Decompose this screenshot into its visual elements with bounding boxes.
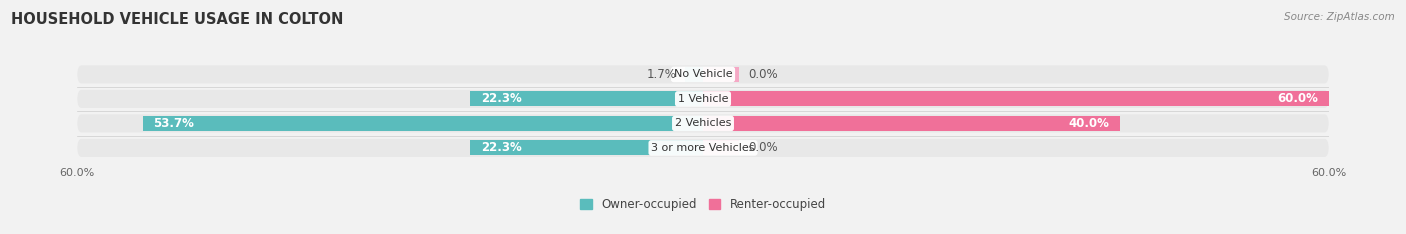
- Text: 0.0%: 0.0%: [748, 141, 778, 154]
- Text: 60.0%: 60.0%: [1278, 92, 1319, 105]
- Text: 0.0%: 0.0%: [748, 68, 778, 81]
- Text: 1 Vehicle: 1 Vehicle: [678, 94, 728, 104]
- Bar: [703, 67, 740, 82]
- Bar: [703, 140, 740, 155]
- Text: 3 or more Vehicles: 3 or more Vehicles: [651, 143, 755, 153]
- Bar: [703, 116, 1121, 131]
- Text: 22.3%: 22.3%: [481, 141, 522, 154]
- FancyBboxPatch shape: [77, 114, 1329, 132]
- FancyBboxPatch shape: [77, 139, 1329, 157]
- Text: 22.3%: 22.3%: [481, 92, 522, 105]
- Bar: [471, 140, 703, 155]
- Text: HOUSEHOLD VEHICLE USAGE IN COLTON: HOUSEHOLD VEHICLE USAGE IN COLTON: [11, 12, 343, 27]
- Bar: [143, 116, 703, 131]
- Legend: Owner-occupied, Renter-occupied: Owner-occupied, Renter-occupied: [575, 193, 831, 216]
- Text: 1.7%: 1.7%: [647, 68, 676, 81]
- Text: 40.0%: 40.0%: [1069, 117, 1109, 130]
- Bar: [703, 91, 1329, 106]
- Text: No Vehicle: No Vehicle: [673, 69, 733, 79]
- FancyBboxPatch shape: [77, 65, 1329, 84]
- FancyBboxPatch shape: [77, 90, 1329, 108]
- Bar: [685, 67, 703, 82]
- Text: 53.7%: 53.7%: [153, 117, 194, 130]
- Text: 2 Vehicles: 2 Vehicles: [675, 118, 731, 128]
- Bar: [471, 91, 703, 106]
- Text: Source: ZipAtlas.com: Source: ZipAtlas.com: [1284, 12, 1395, 22]
